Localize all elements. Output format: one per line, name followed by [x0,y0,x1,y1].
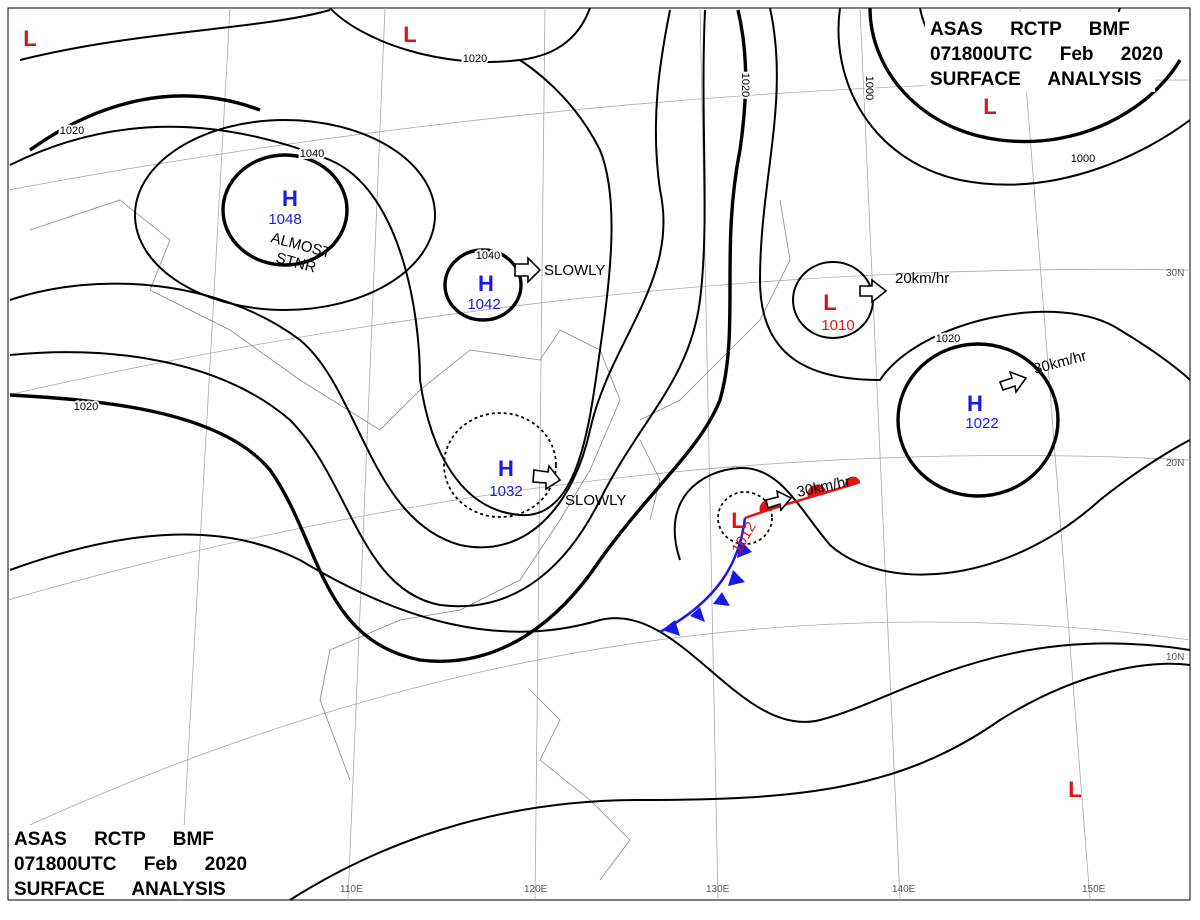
system-symbol: H [478,271,494,296]
header-line: SURFACE ANALYSIS [14,879,226,900]
header-line: ASAS RCTP BMF [14,829,214,850]
latitude-label: 30N [1166,268,1184,279]
isobar-label: 1020 [74,401,98,413]
isobar-label: 1020 [936,333,960,345]
header-top: ASAS RCTP BMF 071800UTC Feb 2020 SURFACE… [925,12,1163,92]
header-bottom: ASAS RCTP BMF 071800UTC Feb 2020 SURFACE… [10,825,270,900]
isobar-label: 1020 [739,73,751,97]
system-symbol: L [731,508,744,533]
system-symbol: L [403,22,416,47]
isobar-labels: 1020 1040 1020 1020 1040 1020 1000 1000 … [58,51,1097,415]
isobar-label: 1000 [1071,153,1095,165]
system-symbol: L [823,290,836,315]
system-symbol: L [1068,777,1081,802]
header-line: ASAS RCTP BMF [930,19,1130,40]
header-line: SURFACE ANALYSIS [930,69,1142,90]
cold-front [659,476,861,636]
pressure-systems: H 1048 H 1042 H 1032 L 1010 H 1022 L 101… [23,22,1081,802]
isobar-label: 1040 [300,148,324,160]
system-pressure: 1032 [489,483,522,500]
isobar-label: 1040 [476,250,500,262]
latitude-label: 10N [1166,652,1184,663]
isobar-label: 1020 [463,53,487,65]
motion-label: SLOWLY [544,262,605,279]
system-symbol: H [967,391,983,416]
system-pressure: 1042 [467,296,500,313]
latitude-label: 20N [1166,458,1184,469]
system-pressure: 1010 [821,317,854,334]
system-symbol: L [983,94,996,119]
isobar-label: 1000 [863,76,875,100]
longitude-label: 130E [706,884,730,895]
system-symbol: H [498,456,514,481]
header-line: 071800UTC Feb 2020 [14,854,247,875]
motion-label: 20km/hr [895,270,949,287]
isobar-label: 1020 [60,125,84,137]
longitude-label: 140E [892,884,916,895]
system-symbol: L [23,26,36,51]
motion-arrows [514,256,1028,512]
system-pressure: 1022 [965,415,998,432]
isobars [9,7,1191,901]
longitude-label: 110E [340,884,363,895]
longitude-label: 150E [1082,884,1106,895]
longitude-label: 120E [524,884,548,895]
coordinates: 30N 20N 10N 110E 120E 130E 140E 150E [340,268,1184,895]
graticule [7,7,1191,901]
motion-label: SLOWLY [565,492,626,509]
header-line: 071800UTC Feb 2020 [930,44,1163,65]
system-symbol: H [282,186,298,211]
system-pressure: 1048 [268,211,301,228]
